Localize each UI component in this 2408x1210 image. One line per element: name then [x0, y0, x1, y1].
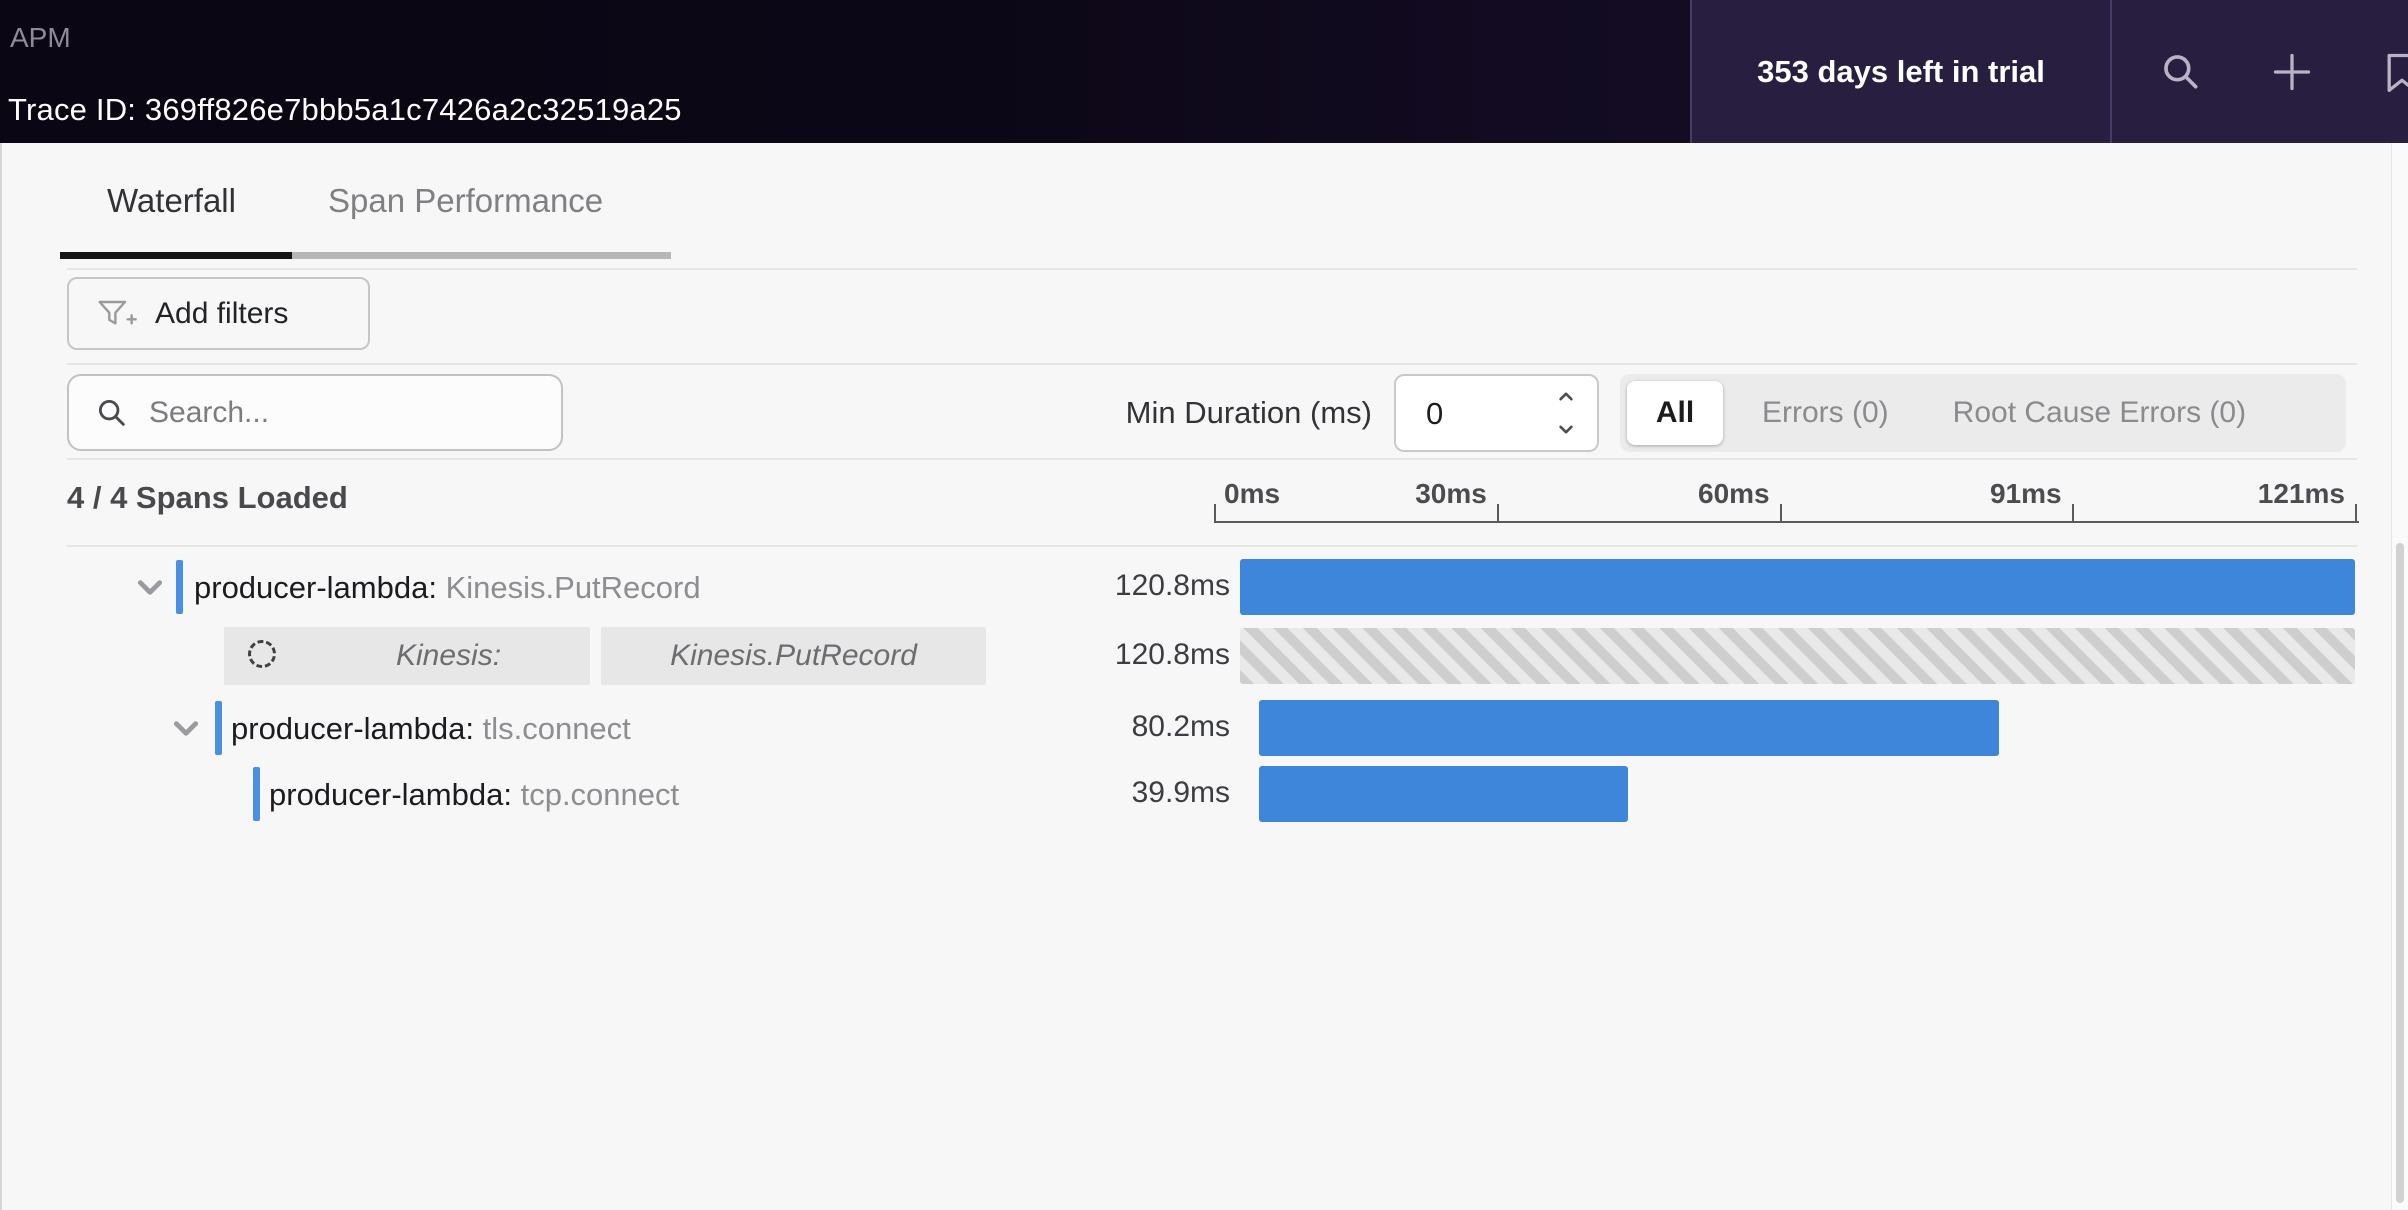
chevron-down-icon[interactable]: [135, 572, 165, 602]
axis-tick-label: 91ms: [1989, 478, 2062, 509]
add-filters-label: Add filters: [155, 296, 289, 330]
span-bar[interactable]: [1258, 700, 1999, 756]
service-color-indicator: [176, 560, 183, 614]
axis-tick-label: 30ms: [1415, 478, 1487, 509]
span-duration: 39.9ms: [1131, 776, 1230, 809]
span-row-label[interactable]: producer-lambda: tcp.connect: [269, 777, 679, 813]
axis-baseline: [1214, 521, 2359, 523]
axis-tick: [1779, 504, 1782, 521]
resource-name: tcp.connect: [520, 777, 680, 812]
chevron-down-icon[interactable]: [171, 713, 201, 743]
trial-text: 353 days left in trial: [1757, 53, 2045, 89]
bookmark-icon[interactable]: [2380, 50, 2408, 94]
axis-tick: [1214, 504, 1216, 521]
trial-banner[interactable]: 353 days left in trial: [1690, 0, 2110, 143]
axis-tick: [2071, 504, 2074, 521]
search-input[interactable]: [147, 394, 541, 431]
axis-tick: [1496, 504, 1499, 521]
divider: [67, 545, 2357, 547]
spans-loaded-count: 4 / 4 Spans Loaded: [67, 480, 348, 515]
loading-resource-pill[interactable]: Kinesis.PutRecord: [601, 627, 986, 685]
main-content: Waterfall Span Performance Add filters M…: [0, 143, 2408, 1210]
span-bar-loading[interactable]: [1239, 628, 2355, 684]
filter-plus-icon: [97, 297, 137, 331]
loading-spinner-icon: [244, 636, 280, 672]
axis-tick: [2354, 504, 2357, 521]
tab-active-indicator: [60, 252, 292, 259]
min-duration-input[interactable]: [1424, 376, 1538, 452]
service-color-indicator: [253, 767, 260, 821]
top-header: APM Trace ID: 369ff826e7bbb5a1c7426a2c32…: [0, 0, 2408, 143]
span-row-label[interactable]: producer-lambda: Kinesis.PutRecord: [194, 570, 701, 606]
stepper-down-icon[interactable]: [1553, 416, 1579, 442]
span-duration: 120.8ms: [1114, 638, 1230, 671]
resource-name: Kinesis.PutRecord: [445, 570, 701, 605]
header-icons-section: [2110, 0, 2408, 143]
segment-all[interactable]: All: [1627, 381, 1723, 445]
segment-root-cause-errors[interactable]: Root Cause Errors (0): [1952, 396, 2247, 429]
tab-waterfall[interactable]: Waterfall: [107, 182, 236, 219]
scrollbar-track: [2391, 143, 2408, 1210]
axis-tick-label: 121ms: [2257, 478, 2345, 509]
service-color-indicator: [215, 701, 222, 755]
loading-span-pill[interactable]: Kinesis:: [224, 627, 590, 685]
add-filters-button[interactable]: Add filters: [67, 277, 370, 350]
min-duration-label: Min Duration (ms): [1125, 395, 1372, 430]
stepper-up-icon[interactable]: [1553, 384, 1579, 410]
trace-id-text: Trace ID: 369ff826e7bbb5a1c7426a2c32519a…: [8, 92, 682, 127]
axis-tick-label: 0ms: [1224, 478, 1281, 509]
tab-span-performance[interactable]: Span Performance: [328, 182, 604, 219]
waterfall-chart: [1214, 545, 2359, 865]
span-duration: 80.2ms: [1131, 710, 1230, 743]
divider: [67, 268, 2357, 270]
service-name: producer-lambda:: [231, 711, 474, 746]
divider: [67, 458, 2357, 460]
loading-service-name: Kinesis:: [396, 639, 502, 672]
timeline-axis: 0ms 30ms 60ms 91ms 121ms: [1214, 473, 2359, 523]
resource-name: tls.connect: [482, 711, 631, 746]
error-filter-segmented-control: All Errors (0) Root Cause Errors (0): [1620, 374, 2346, 452]
plus-icon[interactable]: [2270, 50, 2314, 94]
divider: [67, 363, 2357, 365]
tab-bar-track: [292, 252, 671, 259]
stepper-buttons: [1549, 376, 1583, 450]
span-duration: 120.8ms: [1114, 569, 1230, 602]
scrollbar-thumb[interactable]: [2396, 543, 2404, 1203]
min-duration-field: [1394, 374, 1599, 452]
span-bar[interactable]: [1239, 559, 2355, 615]
search-icon[interactable]: [2159, 50, 2203, 94]
axis-tick-label: 60ms: [1698, 478, 1770, 509]
search-icon: [95, 396, 129, 430]
service-name: producer-lambda:: [194, 570, 437, 605]
span-row-label[interactable]: producer-lambda: tls.connect: [231, 711, 631, 747]
loading-resource-name: Kinesis.PutRecord: [670, 639, 917, 672]
span-bar[interactable]: [1258, 766, 1629, 822]
span-search-box: [67, 374, 563, 451]
service-name: producer-lambda:: [269, 777, 512, 812]
segment-errors[interactable]: Errors (0): [1762, 396, 1889, 429]
app-label: APM: [10, 22, 71, 53]
